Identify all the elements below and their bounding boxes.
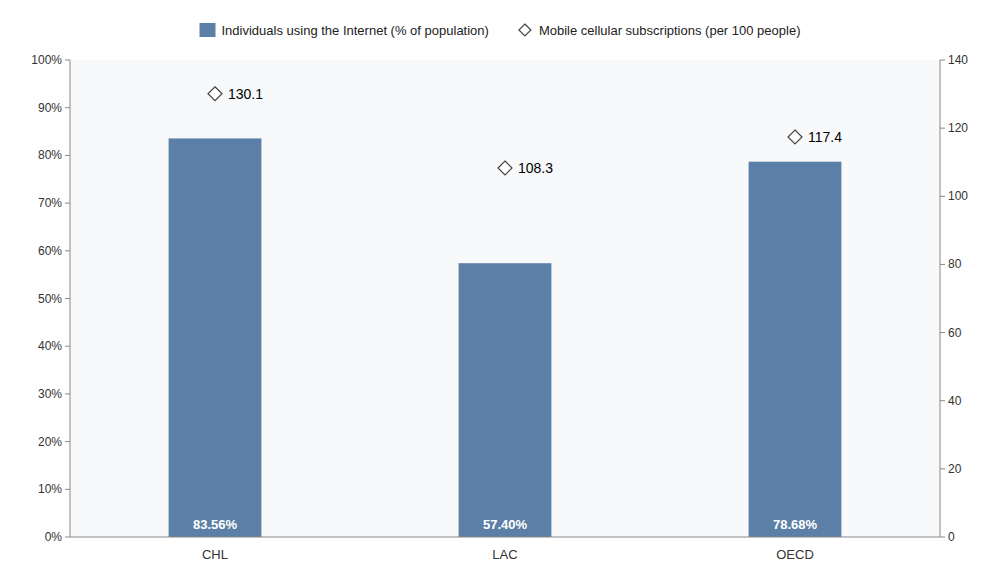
legend-item: Mobile cellular subscriptions (per 100 p… (519, 23, 801, 38)
x-tick-label: LAC (492, 547, 517, 562)
legend-label: Mobile cellular subscriptions (per 100 p… (539, 23, 801, 38)
marker-label: 117.4 (808, 129, 842, 145)
y-tick (65, 250, 70, 251)
bar (169, 138, 262, 537)
y-tick-label: 90% (38, 101, 62, 115)
y2-tick (940, 537, 945, 538)
y2-tick (940, 332, 945, 333)
plot-background (70, 60, 940, 537)
bar (459, 263, 552, 537)
y-tick-label: 50% (38, 292, 62, 306)
y-tick (65, 155, 70, 156)
marker (788, 130, 802, 144)
y2-tick (940, 60, 945, 61)
y-tick-label: 60% (38, 244, 62, 258)
y2-tick (940, 400, 945, 401)
bar-label: 57.40% (483, 517, 528, 532)
y2-tick-label: 0 (948, 530, 955, 544)
y-tick (65, 537, 70, 538)
marker (208, 87, 222, 101)
y2-tick-label: 80 (948, 257, 962, 271)
marks (169, 87, 842, 537)
data-labels: 83.56% 57.40% 78.68% 130.1 108.3 117.4 (193, 86, 842, 532)
bar (749, 162, 842, 537)
y2-tick-label: 100 (948, 189, 968, 203)
y-tick (65, 346, 70, 347)
bar-label: 78.68% (773, 517, 818, 532)
y-tick (65, 203, 70, 204)
legend-swatch (519, 24, 531, 36)
y-tick (65, 298, 70, 299)
y2-tick (940, 468, 945, 469)
y-tick-label: 30% (38, 387, 62, 401)
axes: 0% 10% 20% 30% 40% 50% 60% 70% 80% 90% 100% 0 20 40 60… (31, 53, 968, 562)
y-tick-label: 100% (31, 53, 62, 67)
y-tick-label: 0% (45, 530, 63, 544)
y-tick-label: 20% (38, 435, 62, 449)
y-tick-label: 40% (38, 339, 62, 353)
y-tick-label: 80% (38, 148, 62, 162)
legend-label: Individuals using the Internet (% of pop… (222, 23, 489, 38)
y-tick (65, 393, 70, 394)
marker (498, 161, 512, 175)
y2-tick-label: 60 (948, 326, 962, 340)
x-tick-label: OECD (776, 547, 814, 562)
y2-axis-line (940, 60, 941, 537)
x-axis-line (70, 537, 940, 538)
legend-item: Individuals using the Internet (% of pop… (200, 23, 489, 38)
legend: Individuals using the Internet (% of pop… (200, 23, 801, 38)
y2-tick (940, 196, 945, 197)
bar-label: 83.56% (193, 517, 238, 532)
y-tick (65, 489, 70, 490)
y2-tick (940, 264, 945, 265)
y-tick (65, 107, 70, 108)
y-tick (65, 60, 70, 61)
x-tick-label: CHL (202, 547, 228, 562)
y2-tick-label: 140 (948, 53, 968, 67)
y-tick (65, 441, 70, 442)
y-tick-label: 70% (38, 196, 62, 210)
y2-tick-label: 20 (948, 462, 962, 476)
y2-tick-label: 120 (948, 121, 968, 135)
marker-label: 130.1 (228, 86, 263, 102)
y-tick-label: 10% (38, 482, 62, 496)
legend-swatch (200, 23, 216, 37)
y2-tick (940, 128, 945, 129)
marker-label: 108.3 (518, 160, 553, 176)
y2-tick-label: 40 (948, 394, 962, 408)
chart: 83.56% 57.40% 78.68% 130.1 108.3 117.4 0% 10% 20… (0, 0, 1000, 587)
